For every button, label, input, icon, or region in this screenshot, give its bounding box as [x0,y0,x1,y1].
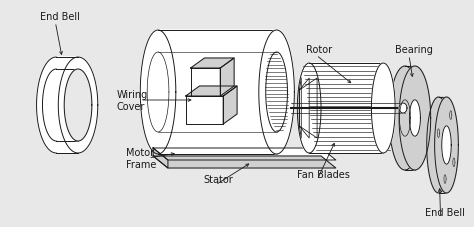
Polygon shape [372,63,395,153]
Polygon shape [399,66,431,170]
Text: End Bell: End Bell [425,208,465,218]
Text: Stator: Stator [203,175,233,185]
Polygon shape [399,103,407,113]
Polygon shape [427,97,450,193]
Polygon shape [389,66,421,170]
Polygon shape [153,148,336,160]
Polygon shape [186,86,237,96]
Polygon shape [140,30,294,154]
Text: Fan Blades: Fan Blades [297,170,350,180]
Polygon shape [442,126,451,164]
Text: Wiring
Cover: Wiring Cover [117,90,148,112]
Polygon shape [435,97,458,193]
Polygon shape [36,57,98,153]
Polygon shape [153,156,336,168]
Polygon shape [220,58,234,96]
Text: Motor
Frame: Motor Frame [127,148,157,170]
Text: End Bell: End Bell [39,12,79,22]
Polygon shape [223,86,237,124]
Polygon shape [186,96,223,124]
Polygon shape [389,66,431,170]
Polygon shape [297,63,395,153]
Polygon shape [410,100,420,136]
Polygon shape [259,30,294,154]
Polygon shape [427,97,458,193]
Polygon shape [191,68,220,96]
Polygon shape [297,63,321,153]
Polygon shape [191,58,234,68]
Text: Rotor: Rotor [306,45,332,55]
Polygon shape [64,69,92,141]
Polygon shape [153,148,168,168]
Text: Bearing: Bearing [395,45,433,55]
Polygon shape [140,30,176,154]
